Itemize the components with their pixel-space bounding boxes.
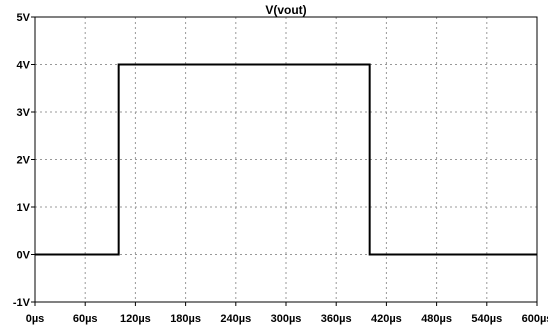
tick-marks	[31, 16, 538, 306]
x-tick-label: 60µs	[73, 313, 98, 325]
y-tick-label: -1V	[13, 297, 31, 309]
y-tick-label: 3V	[17, 107, 31, 119]
x-tick-label: 0µs	[26, 313, 45, 325]
y-tick-label: 1V	[17, 202, 31, 214]
y-tick-labels: -1V 0V 1V 2V 3V 4V 5V	[13, 12, 31, 309]
x-tick-label: 420µs	[371, 313, 402, 325]
y-tick-label: 2V	[17, 155, 31, 167]
series-line-vout	[35, 63, 537, 256]
x-tick-label: 120µs	[120, 313, 151, 325]
x-tick-label: 540µs	[471, 313, 502, 325]
x-tick-label: 480µs	[421, 313, 452, 325]
x-tick-label: 180µs	[170, 313, 201, 325]
x-tick-labels: 0µs 60µs 120µs 180µs 240µs 300µs 360µs 420µs 480…	[26, 313, 548, 325]
grid-lines	[35, 17, 537, 302]
x-tick-label: 240µs	[220, 313, 251, 325]
x-tick-label: 600µs	[522, 313, 548, 325]
x-tick-label: 300µs	[271, 313, 302, 325]
x-tick-label: 360µs	[321, 313, 352, 325]
y-tick-label: 5V	[17, 12, 31, 24]
series-layer	[35, 63, 537, 256]
y-tick-label: 0V	[17, 250, 31, 262]
chart-title: V(vout)	[265, 3, 306, 17]
y-tick-label: 4V	[17, 60, 31, 72]
